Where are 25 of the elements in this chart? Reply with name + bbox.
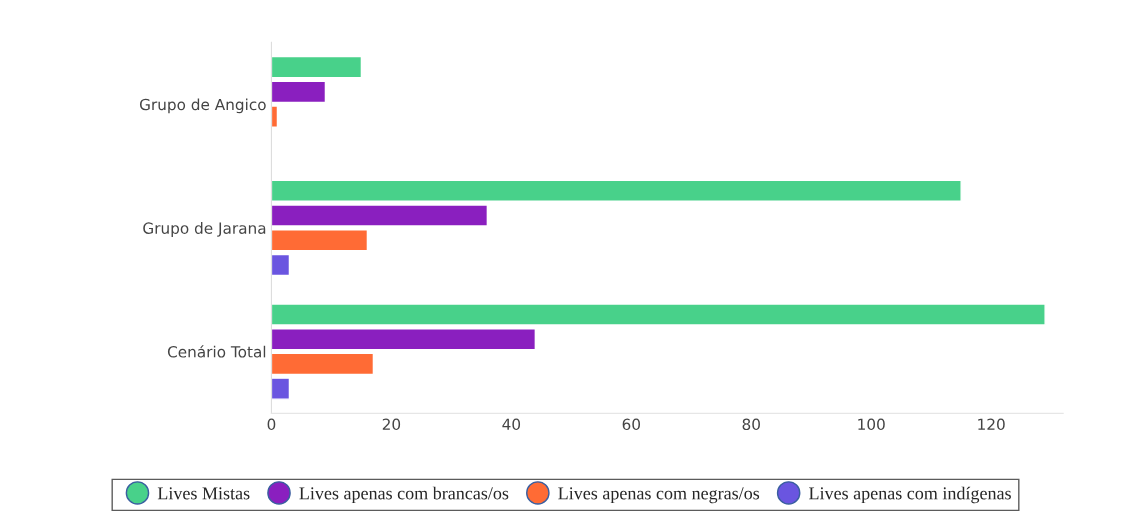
- x-tick-label: 20: [382, 418, 401, 431]
- bar: [271, 253, 291, 277]
- x-tick-label: 80: [742, 418, 760, 431]
- y-tick-label: Cenário Total: [167, 345, 266, 358]
- x-tick-label: 120: [978, 418, 1005, 431]
- x-tick-label: 0: [267, 418, 276, 431]
- bar: [271, 303, 1046, 326]
- bar: [271, 352, 375, 376]
- legend-label: Lives Mistas: [157, 487, 250, 500]
- x-tick-label: 40: [502, 418, 521, 431]
- y-tick-label: Grupo de Angico: [139, 98, 266, 114]
- bar: [271, 105, 279, 128]
- bar: [271, 179, 962, 203]
- bar: [271, 204, 489, 227]
- bar: [271, 55, 363, 79]
- y-tick-label: Grupo de Jarana: [143, 222, 266, 237]
- bar: [271, 377, 291, 400]
- x-tick-label: 100: [858, 418, 885, 431]
- bar: [271, 229, 369, 252]
- legend-label: Lives apenas com negras/os: [558, 487, 760, 504]
- bar: [271, 327, 537, 351]
- x-tick-label: 60: [622, 418, 641, 431]
- legend-label: Lives apenas com brancas/os: [299, 486, 509, 504]
- legend-label: Lives apenas com indígenas: [809, 486, 1011, 504]
- bar: [271, 80, 327, 104]
